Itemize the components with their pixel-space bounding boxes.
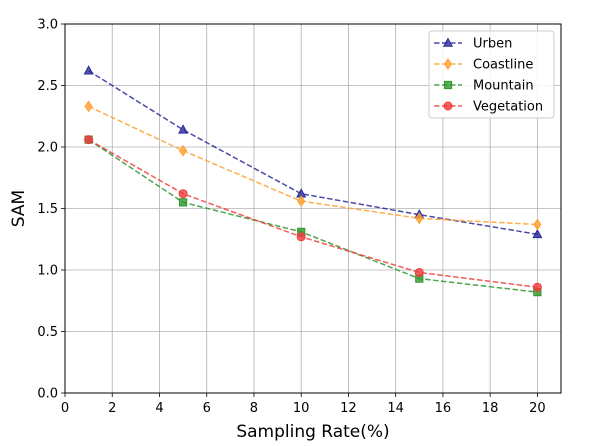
series-vegetation: [84, 135, 542, 292]
x-tick-label: 2: [108, 401, 116, 416]
x-tick-label: 6: [203, 401, 211, 416]
x-tick-label: 14: [387, 401, 404, 416]
legend-label: Urben: [473, 37, 512, 52]
legend-label: Vegetation: [473, 100, 543, 115]
x-axis-ticks: 0 2 4 6 8 10 12 14 16 18 20: [61, 393, 546, 416]
data-point-vegetation: [178, 189, 188, 199]
legend-marker: [442, 37, 454, 47]
data-point-vegetation: [414, 267, 424, 277]
legend-item-vegetation: Vegetation: [434, 100, 543, 115]
x-tick-label: 8: [250, 401, 258, 416]
x-tick-label: 18: [482, 401, 499, 416]
data-point-coastline: [533, 218, 542, 231]
x-tick-label: 10: [293, 401, 310, 416]
y-tick-label: 3.0: [37, 18, 58, 33]
series-layer: [83, 65, 543, 297]
legend: Urben Coastline Mountain Vegetation: [428, 30, 555, 119]
y-tick-label: 0.0: [37, 387, 58, 402]
x-tick-label: 4: [155, 401, 163, 416]
y-axis-label: SAM: [9, 190, 29, 227]
series-coastline: [84, 100, 542, 231]
data-point-coastline: [297, 195, 306, 207]
y-tick-label: 1.0: [37, 264, 58, 279]
y-tick-label: 1.5: [37, 202, 58, 217]
y-tick-label: 0.5: [37, 325, 58, 340]
data-point-mountain: [178, 198, 188, 207]
data-point-urben: [178, 124, 189, 134]
legend-item-mountain: Mountain: [434, 79, 534, 94]
legend-label: Coastline: [473, 58, 533, 73]
x-tick-label: 16: [435, 401, 452, 416]
data-point-vegetation: [296, 232, 306, 242]
data-point-urben: [83, 65, 94, 75]
series-line-urben: [88, 70, 538, 236]
x-tick-label: 20: [529, 401, 546, 416]
data-point-coastline: [415, 212, 424, 225]
x-axis-label: Sampling Rate(%): [236, 422, 389, 442]
legend-box: [428, 30, 555, 119]
data-point-coastline: [84, 100, 93, 113]
y-tick-label: 2.0: [37, 141, 58, 156]
x-tick-label: 0: [61, 401, 69, 416]
data-point-vegetation: [532, 282, 542, 292]
legend-marker: [443, 58, 453, 70]
legend-label: Mountain: [473, 79, 534, 94]
y-axis-ticks: 0.0 0.5 1.0 1.5 2.0 2.5 3.0: [37, 18, 65, 402]
legend-marker: [443, 80, 453, 90]
data-point-urben: [532, 228, 543, 239]
data-point-vegetation: [84, 135, 94, 145]
legend-item-coastline: Coastline: [434, 58, 533, 73]
x-tick-label: 12: [340, 401, 357, 416]
legend-marker: [443, 101, 453, 111]
data-point-coastline: [178, 144, 188, 157]
y-tick-label: 2.5: [37, 79, 58, 94]
legend-item-urben: Urben: [434, 37, 512, 52]
